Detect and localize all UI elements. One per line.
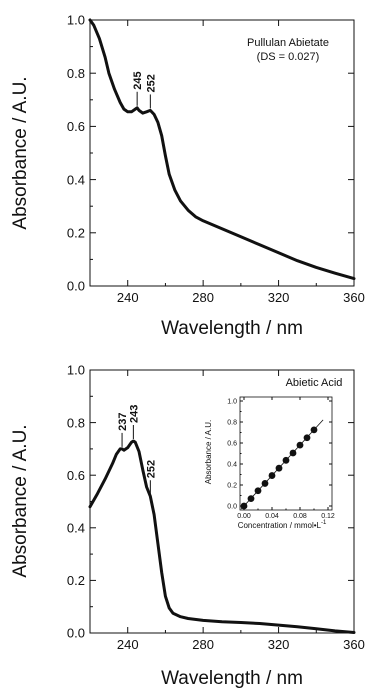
inset-data-point xyxy=(240,502,248,510)
annotation-line-2: (DS = 0.027) xyxy=(257,51,320,63)
x-axis-ticks: 240 280 320 360 xyxy=(89,370,365,652)
inset-data-point xyxy=(296,441,304,449)
x-tick-label: 280 xyxy=(192,637,214,652)
inset-data-point xyxy=(289,449,297,457)
inset-data-point xyxy=(254,487,262,495)
peak-label-252: 252 xyxy=(145,74,157,92)
x-tick-label: 360 xyxy=(343,637,365,652)
x-axis-title: Wavelength / nm xyxy=(161,318,303,339)
inset-fit-line xyxy=(240,419,324,510)
x-tick-label: 0.12 xyxy=(321,513,335,520)
peak-label-243: 243 xyxy=(128,405,140,423)
inset-frame xyxy=(239,396,333,511)
series-line xyxy=(88,18,356,281)
y-tick-label: 1.0 xyxy=(67,363,85,378)
inset-data-point xyxy=(247,495,255,503)
peak-labels: 237 243 252 xyxy=(117,405,157,495)
y-tick-label: 0.2 xyxy=(67,225,85,240)
inset-x-axis-title: Concentration / mmol•L-1 xyxy=(238,520,327,530)
y-tick-label: 1.0 xyxy=(67,13,85,28)
y-axis-ticks: 0.0 0.2 0.4 0.6 0.8 1.0 xyxy=(67,13,354,294)
inset-data-point xyxy=(310,426,318,434)
inset-calibration-plot: 0.0 0.2 0.4 0.6 0.8 1.0 0.00 0.04 0.08 0.12 Abso… xyxy=(204,396,335,530)
y-tick-label: 0.2 xyxy=(67,573,85,588)
y-axis-ticks: 0.0 0.2 0.4 0.6 0.8 1.0 xyxy=(67,363,354,641)
y-axis-title: Absorbance / A.U. xyxy=(10,424,31,577)
x-tick-label: 320 xyxy=(268,637,290,652)
inset-data-points xyxy=(240,426,318,510)
y-tick-label: 1.0 xyxy=(227,399,237,406)
peak-label-252: 252 xyxy=(145,460,157,478)
y-tick-label: 0.0 xyxy=(227,504,237,511)
inset-x-axis-title-main: Concentration / mmol•L xyxy=(238,521,322,530)
y-tick-label: 0.4 xyxy=(67,172,85,187)
annotation-line-1: Abietic Acid xyxy=(286,377,343,389)
x-tick-label: 360 xyxy=(343,290,365,305)
x-tick-label: 240 xyxy=(117,637,139,652)
x-tick-label: 0.04 xyxy=(265,513,279,520)
y-tick-label: 0.6 xyxy=(227,441,237,448)
inset-x-axis-title-sup: -1 xyxy=(321,520,327,526)
y-axis-title: Absorbance / A.U. xyxy=(10,76,31,229)
x-axis-ticks: 240 280 320 360 xyxy=(89,20,365,305)
annotation-line-1: Pullulan Abietate xyxy=(247,37,329,49)
y-tick-label: 0.2 xyxy=(227,483,237,490)
x-tick-label: 0.08 xyxy=(293,513,307,520)
inset-y-axis-title: Absorbance / A.U. xyxy=(204,420,213,484)
peak-label-245: 245 xyxy=(132,71,144,89)
x-axis-title: Wavelength / nm xyxy=(161,668,303,689)
panel-top-pullulan-abietate: 0.0 0.2 0.4 0.6 0.8 1.0 240 280 320 360 245 252 P… xyxy=(10,13,365,339)
inset-data-point xyxy=(303,434,311,442)
y-tick-label: 0.8 xyxy=(227,420,237,427)
y-tick-label: 0.0 xyxy=(67,279,85,294)
y-tick-label: 0.8 xyxy=(67,415,85,430)
y-tick-label: 0.8 xyxy=(67,66,85,81)
panel-bottom-abietic-acid: 0.0 0.2 0.4 0.6 0.8 1.0 240 280 320 360 237 243 25… xyxy=(10,363,365,689)
y-tick-label: 0.4 xyxy=(67,520,85,535)
peak-labels: 245 252 xyxy=(132,71,157,109)
inset-data-point xyxy=(268,472,276,479)
inset-x-axis-ticks: 0.00 0.04 0.08 0.12 xyxy=(237,397,335,520)
inset-data-point xyxy=(282,456,290,464)
x-tick-label: 0.00 xyxy=(237,513,251,520)
y-tick-label: 0.4 xyxy=(227,462,237,469)
peak-label-237: 237 xyxy=(117,413,129,431)
y-tick-label: 0.6 xyxy=(67,468,85,483)
inset-y-axis-ticks: 0.0 0.2 0.4 0.6 0.8 1.0 xyxy=(227,399,332,511)
y-tick-label: 0.0 xyxy=(67,626,85,641)
x-tick-label: 280 xyxy=(192,290,214,305)
x-tick-label: 240 xyxy=(117,290,139,305)
inset-data-point xyxy=(261,480,269,487)
x-tick-label: 320 xyxy=(268,290,290,305)
series-line xyxy=(88,439,356,634)
y-tick-label: 0.6 xyxy=(67,119,85,134)
inset-data-point xyxy=(275,464,283,472)
